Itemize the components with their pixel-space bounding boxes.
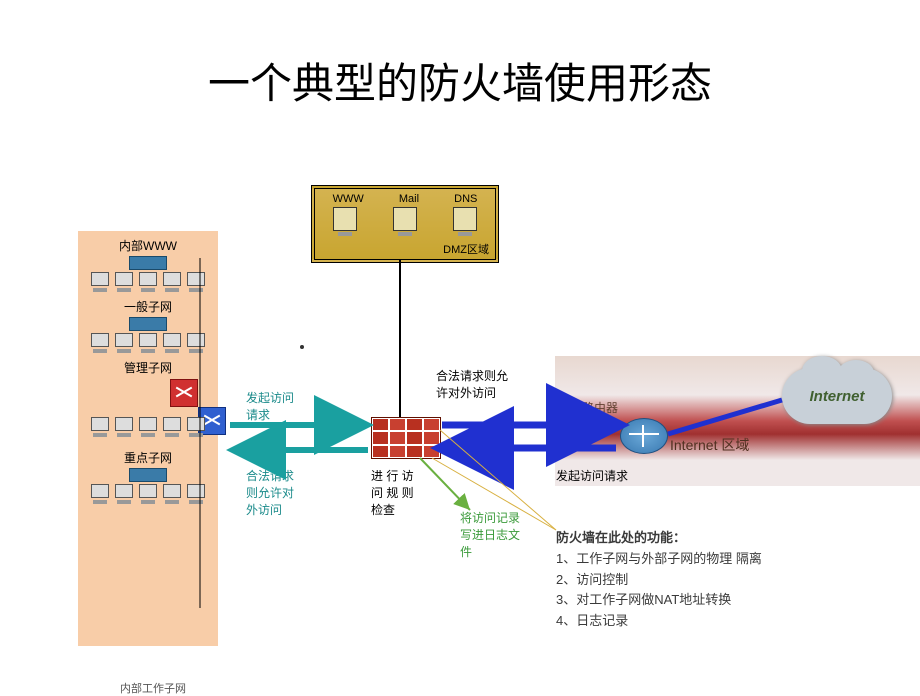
dmz-server-label: WWW (333, 193, 364, 205)
pc-icon (113, 417, 135, 437)
annot-rule-check: 进 行 访 问 规 则 检查 (371, 468, 441, 518)
annot-log-write: 将访问记录 写进日志文 件 (460, 510, 540, 560)
pc-icon (185, 417, 207, 437)
subnet-label: 内部WWW (78, 237, 218, 254)
server-icon (453, 207, 477, 231)
pc-icon (161, 484, 183, 504)
pc-icon (89, 272, 111, 292)
functions-title: 防火墙在此处的功能： (556, 528, 762, 549)
dmz-server-label: Mail (399, 193, 419, 205)
pc-icon (185, 333, 207, 353)
subnet-www: 内部WWW (78, 237, 218, 292)
annot-legal-allow-top: 合法请求则允 许对外访问 (436, 368, 526, 402)
server-icon (393, 207, 417, 231)
annot-send-request-right: 发起访问请求 (556, 468, 628, 485)
annot-internet-zone: Internet 区域 (670, 436, 749, 456)
slide-title: 一个典型的防火墙使用形态 (0, 50, 920, 111)
pc-icon (89, 484, 111, 504)
annot-send-request-left: 发起访问 请求 (246, 390, 306, 424)
pc-icon (185, 272, 207, 292)
firewall-icon (371, 417, 441, 459)
internal-network-panel: 内部WWW 一般子网 管理子网 重点子网 (78, 231, 218, 646)
firewall-functions: 防火墙在此处的功能： 1、工作子网与外部子网的物理 隔离 2、访问控制 3、对工… (556, 528, 762, 632)
pc-icon (113, 272, 135, 292)
switch-icon (129, 468, 167, 482)
subnet-label: 重点子网 (78, 449, 218, 466)
subnet-label: 一般子网 (78, 298, 218, 315)
pc-icon (89, 333, 111, 353)
subnet-label: 管理子网 (78, 359, 218, 376)
function-item: 3、对工作子网做NAT地址转换 (556, 590, 762, 611)
annot-legal-allow-left: 合法请求 则允许对 外访问 (246, 468, 306, 518)
annot-border-router: 边界路由器 (558, 400, 618, 417)
subnet-general: 一般子网 (78, 298, 218, 353)
subnet-manage: 管理子网 (78, 359, 218, 443)
dmz-zone: WWW Mail DNS DMZ区域 (311, 185, 499, 263)
function-item: 4、日志记录 (556, 611, 762, 632)
switch-icon (129, 256, 167, 270)
pc-icon (161, 272, 183, 292)
dmz-server-label: DNS (454, 193, 477, 205)
internet-label: Internet (809, 388, 864, 405)
pc-icon (161, 417, 183, 437)
bullet-dot (300, 345, 304, 349)
pc-icon (113, 333, 135, 353)
function-item: 2、访问控制 (556, 570, 762, 591)
pc-icon (113, 484, 135, 504)
pc-icon (137, 484, 159, 504)
pc-icon (89, 417, 111, 437)
internal-caption: 内部工作子网 (120, 680, 186, 696)
internet-cloud: Internet (782, 368, 892, 424)
pc-icon (137, 417, 159, 437)
router-icon (620, 418, 668, 454)
dmz-zone-label: DMZ区域 (443, 241, 489, 257)
pc-icon (161, 333, 183, 353)
function-item: 1、工作子网与外部子网的物理 隔离 (556, 549, 762, 570)
pc-icon (185, 484, 207, 504)
subnet-key: 重点子网 (78, 449, 218, 504)
pc-icon (137, 333, 159, 353)
switch-icon (129, 317, 167, 331)
pc-icon (137, 272, 159, 292)
red-switch-icon (170, 379, 198, 407)
server-icon (333, 207, 357, 231)
